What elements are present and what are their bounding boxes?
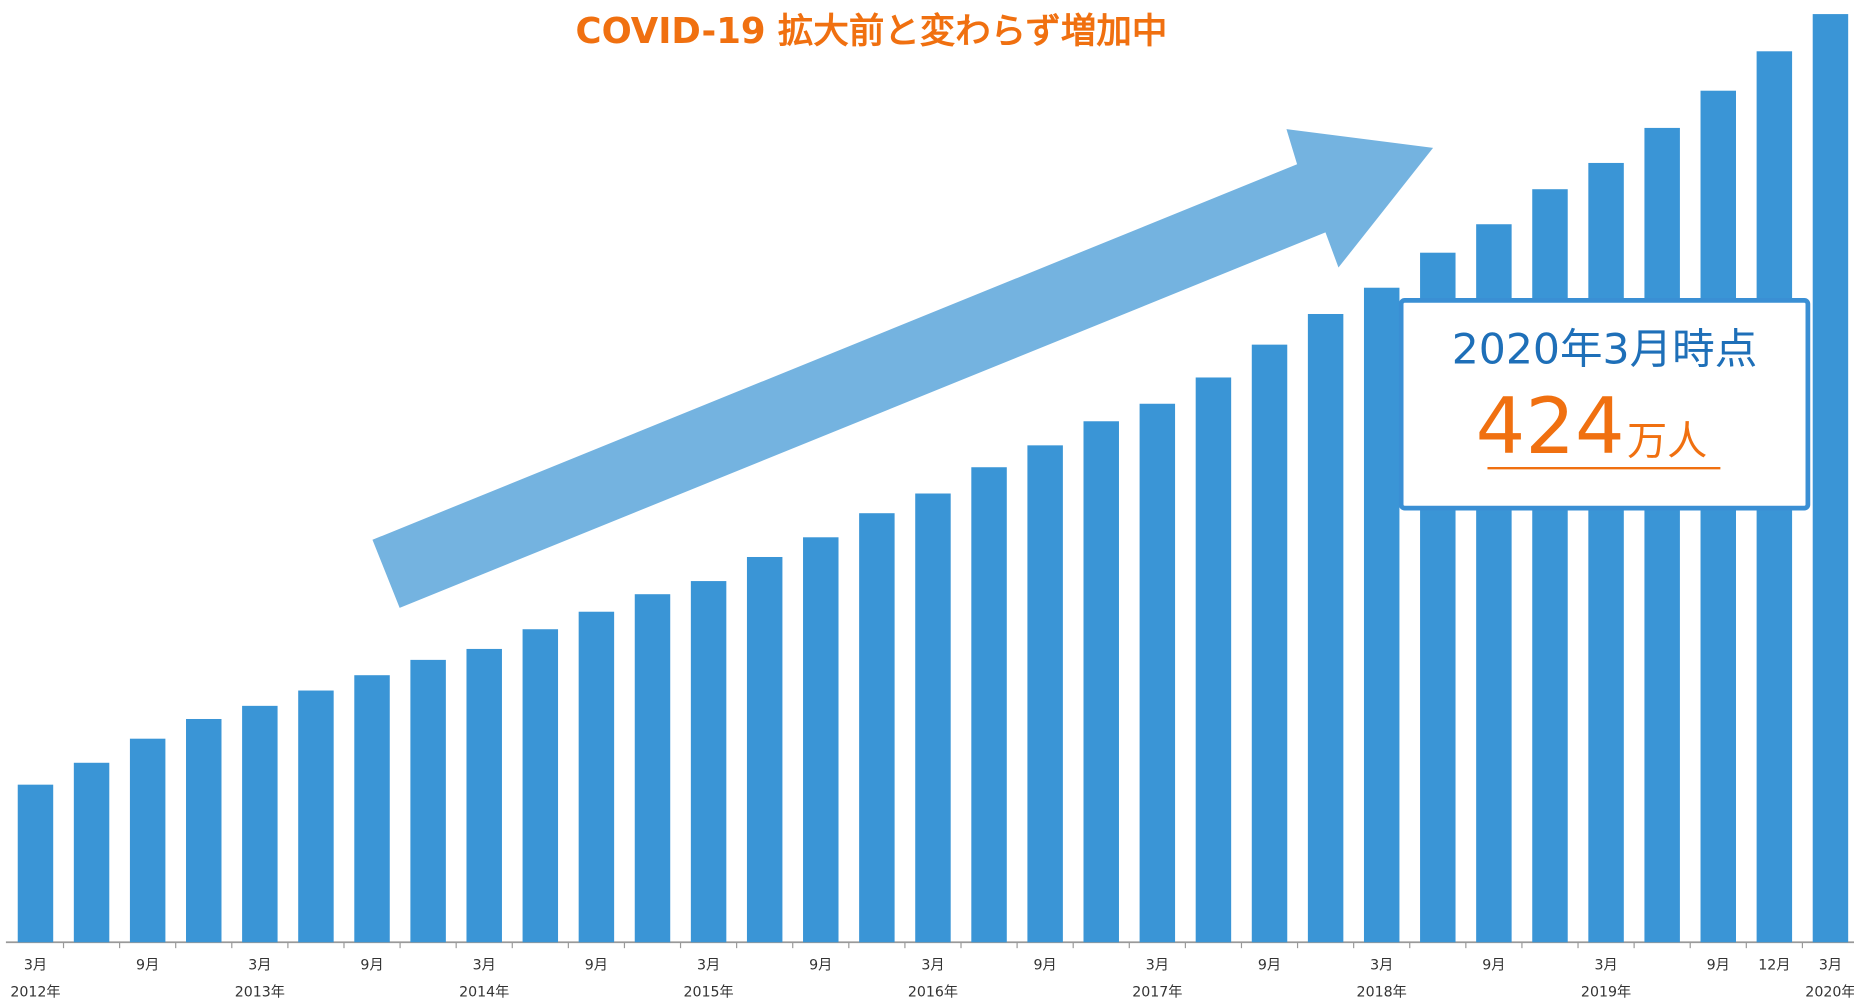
callout-box (1398, 298, 1811, 511)
x-tick-label: 3月 (1594, 958, 1617, 974)
bars (17, 14, 1849, 943)
callout-value: 424 (1476, 383, 1625, 473)
x-tick-label: 9月 (585, 958, 608, 974)
x-year-label: 2016年 (908, 985, 958, 1001)
bar (1139, 403, 1176, 943)
x-tick-label: 3月 (248, 958, 271, 974)
x-tick-label: 9月 (1482, 958, 1505, 974)
bar (915, 493, 951, 943)
x-tick-label: 3月 (921, 958, 944, 974)
bar (690, 581, 727, 943)
bar (803, 537, 839, 943)
bar (522, 629, 559, 943)
bar (466, 648, 502, 943)
bar (1644, 127, 1680, 943)
bar (634, 594, 671, 943)
x-year-label: 2019年 (1581, 985, 1631, 1001)
bar (298, 690, 334, 943)
bar (1363, 287, 1400, 943)
x-tick-label: 3月 (1146, 958, 1169, 974)
x-tick-label: 9月 (1707, 958, 1730, 974)
bar (17, 784, 54, 943)
callout-unit: 万人 (1627, 419, 1707, 465)
x-tick-label: 12月 (1758, 958, 1790, 974)
bar (186, 718, 222, 943)
bar (73, 762, 110, 943)
chart-title: COVID-19 拡大前と変わらず増加中 (576, 11, 1168, 52)
x-year-label: 2017年 (1132, 985, 1182, 1001)
bar (1195, 377, 1232, 943)
trend-arrow (372, 129, 1434, 608)
x-tick-label: 9月 (1034, 958, 1057, 974)
x-year-label: 2014年 (459, 985, 509, 1001)
bar (1307, 313, 1344, 943)
x-tick-label: 3月 (1819, 958, 1842, 974)
x-year-label: 2020年 (1805, 985, 1854, 1001)
x-tick-label: 3月 (24, 958, 47, 974)
x-year-label: 2013年 (235, 985, 285, 1001)
bar (746, 556, 783, 943)
bar (354, 675, 390, 943)
bar (1251, 344, 1288, 943)
bar (1812, 14, 1849, 943)
bar (1588, 162, 1624, 943)
bar (859, 513, 895, 943)
bar (1083, 421, 1119, 943)
x-tick-label: 9月 (1258, 958, 1281, 974)
bar (1700, 90, 1736, 943)
x-tick-label: 9月 (360, 958, 383, 974)
x-tick-label: 3月 (697, 958, 720, 974)
bar (1027, 445, 1063, 943)
x-tick-label: 9月 (136, 958, 159, 974)
x-year-label: 2018年 (1357, 985, 1407, 1001)
callout-label: 2020年3月時点 (1452, 325, 1758, 374)
bar (578, 611, 615, 943)
x-tick-label: 3月 (1370, 958, 1393, 974)
x-tick-label: 9月 (809, 958, 832, 974)
bar (242, 705, 278, 943)
x-tick-label: 3月 (473, 958, 496, 974)
x-year-label: 2012年 (10, 985, 60, 1001)
bar (410, 659, 446, 943)
x-year-label: 2015年 (683, 985, 733, 1001)
bar (971, 467, 1007, 943)
bar (129, 738, 166, 943)
